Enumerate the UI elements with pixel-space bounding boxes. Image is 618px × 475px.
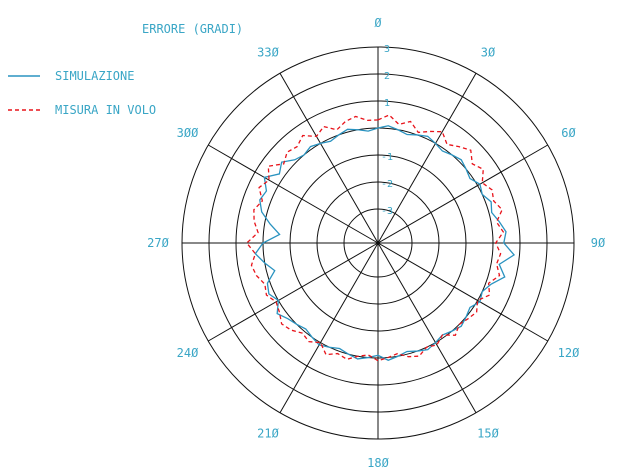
- angle-tick-label-180: 18Ø: [367, 456, 389, 470]
- angle-tick-label-60: 6Ø: [561, 126, 576, 140]
- grid-spoke-210: [279, 242, 379, 413]
- axis-labels: Ø 3Ø 6Ø 9Ø 12Ø 15Ø 18Ø 21Ø 24Ø 27Ø 3ØØ 33Ø -3 -2 -1 1 2 3: [147, 16, 606, 470]
- angle-tick-label-150: 15Ø: [477, 427, 499, 441]
- angle-tick-label-90: 9Ø: [591, 236, 606, 250]
- legend: SIMULAZIONE MISURA IN VOLO: [8, 69, 156, 117]
- r-tick-label-1: -2: [381, 179, 393, 190]
- r-tick-label-5: 3: [384, 44, 390, 55]
- grid-spoke-330: [279, 73, 379, 244]
- r-tick-label-0: -3: [381, 206, 393, 217]
- series-layer: [245, 114, 516, 362]
- legend-label-simulazione: SIMULAZIONE: [55, 69, 134, 83]
- angle-tick-label-270: 27Ø: [147, 236, 169, 250]
- angle-tick-label-210: 21Ø: [257, 427, 279, 441]
- grid-spoke-150: [377, 242, 477, 413]
- r-tick-label-4: 2: [384, 71, 390, 82]
- angle-tick-label-30: 3Ø: [481, 46, 496, 60]
- grid-spoke-120: [377, 242, 548, 342]
- angle-tick-label-0: Ø: [374, 16, 382, 30]
- grid-spoke-240: [208, 242, 379, 342]
- r-tick-label-2: -1: [381, 152, 393, 163]
- grid-spoke-30: [377, 73, 477, 244]
- polar-grid: [181, 46, 575, 440]
- series-line-simulazione: [254, 125, 516, 361]
- r-tick-label-3: 1: [384, 98, 390, 109]
- angle-tick-label-240: 24Ø: [177, 346, 199, 360]
- legend-label-misura: MISURA IN VOLO: [55, 103, 156, 117]
- grid-spoke-60: [377, 144, 548, 244]
- chart-title: ERRORE (GRADI): [142, 22, 243, 36]
- grid-spoke-300: [208, 144, 379, 244]
- angle-tick-label-330: 33Ø: [257, 46, 279, 60]
- angle-tick-label-120: 12Ø: [558, 346, 580, 360]
- angle-tick-label-300: 3ØØ: [177, 126, 199, 140]
